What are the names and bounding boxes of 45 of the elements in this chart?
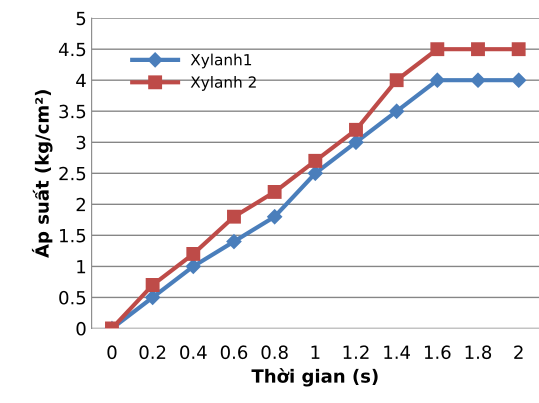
point	[186, 258, 201, 274]
y-tick-label: 0.5	[59, 290, 86, 305]
y-tick-label: 3	[76, 136, 86, 150]
point	[186, 247, 200, 261]
y-tick-label: 2	[76, 198, 85, 212]
y-tick-label: 4	[76, 74, 86, 88]
x-tick-label: 0.4	[180, 345, 207, 360]
x-tick-label: 0.6	[220, 345, 248, 360]
point	[146, 278, 160, 292]
point	[512, 42, 526, 56]
point	[348, 134, 364, 150]
x-axis-title: Thời gian (s)	[252, 368, 378, 386]
point	[349, 122, 363, 137]
x-tick-label: 1.6	[424, 345, 451, 360]
point	[389, 104, 404, 119]
point	[226, 234, 242, 250]
y-tick-label: 1	[77, 260, 86, 274]
point	[390, 73, 404, 88]
x-tick-label: 1.2	[344, 345, 369, 359]
point	[430, 42, 444, 56]
y-tick-label: 4.5	[58, 42, 86, 56]
y-axis-title: Áp suất (kg/cm²)	[32, 90, 52, 258]
y-tick-label: 3.5	[59, 104, 86, 118]
point	[430, 72, 445, 88]
x-tick-label: 0.2	[139, 345, 166, 360]
x-tick-label: 0.8	[261, 345, 288, 360]
point	[268, 184, 282, 199]
y-tick-label: 2.5	[59, 166, 86, 180]
legend-label: Xylanh1	[190, 54, 252, 68]
x-tick-label: 1	[312, 346, 320, 359]
x-tick-label: 2	[514, 345, 523, 359]
legend-label: Xylanh 2	[190, 76, 256, 91]
point	[267, 209, 282, 224]
point	[511, 72, 526, 88]
point	[308, 154, 322, 168]
x-tick-label: 1.4	[384, 346, 410, 359]
y-tick-label: 0	[76, 322, 86, 336]
y-tick-label: 5	[76, 12, 86, 26]
point	[227, 210, 241, 224]
point	[308, 166, 323, 181]
point	[471, 42, 485, 56]
point	[470, 72, 486, 88]
y-tick-label: 1.5	[60, 229, 86, 242]
x-tick-label: 1.8	[466, 345, 492, 360]
x-tick-label: 0	[107, 345, 117, 360]
